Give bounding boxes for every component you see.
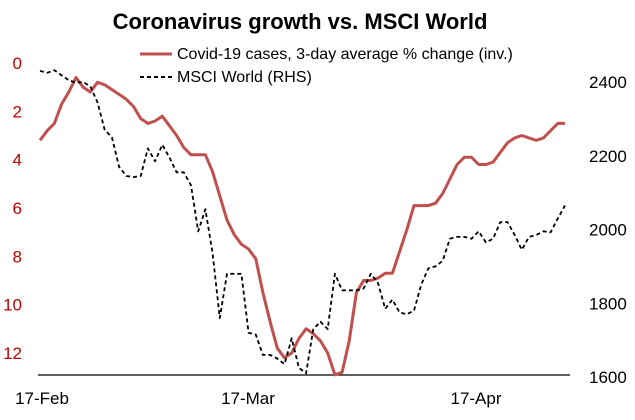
x-tick-label-2: 17-Apr [450, 389, 501, 408]
right-tick-label-4: 2400 [589, 73, 627, 92]
legend-label-covid: Covid-19 cases, 3-day average % change (… [177, 46, 513, 63]
right-tick-label-1: 1800 [589, 294, 627, 313]
left-tick-label-4: 8 [13, 247, 22, 266]
right-axis: 1600 1800 2000 2200 2400 [589, 73, 627, 387]
left-tick-label-0: 0 [13, 54, 22, 73]
right-tick-label-2: 2000 [589, 221, 627, 240]
covid-series-line [38, 76, 565, 377]
left-tick-label-3: 6 [13, 199, 22, 218]
left-tick-label-5: 10 [3, 296, 22, 315]
left-tick-label-1: 2 [13, 102, 22, 121]
x-tick-label-0: 17-Feb [15, 389, 69, 408]
left-tick-label-6: 12 [3, 344, 22, 363]
legend-label-msci: MSCI World (RHS) [177, 69, 312, 86]
right-tick-label-0: 1600 [589, 368, 627, 387]
left-axis: 0 2 4 6 8 10 12 [3, 54, 22, 363]
legend: Covid-19 cases, 3-day average % change (… [140, 46, 513, 86]
x-tick-label-1: 17-Mar [221, 389, 275, 408]
left-tick-label-2: 4 [13, 151, 22, 170]
x-axis: 17-Feb 17-Mar 17-Apr [15, 389, 502, 408]
series-layer [38, 69, 566, 377]
chart-title: Coronavirus growth vs. MSCI World [113, 9, 488, 34]
msci-series-line [39, 69, 566, 375]
right-tick-label-3: 2200 [589, 147, 627, 166]
